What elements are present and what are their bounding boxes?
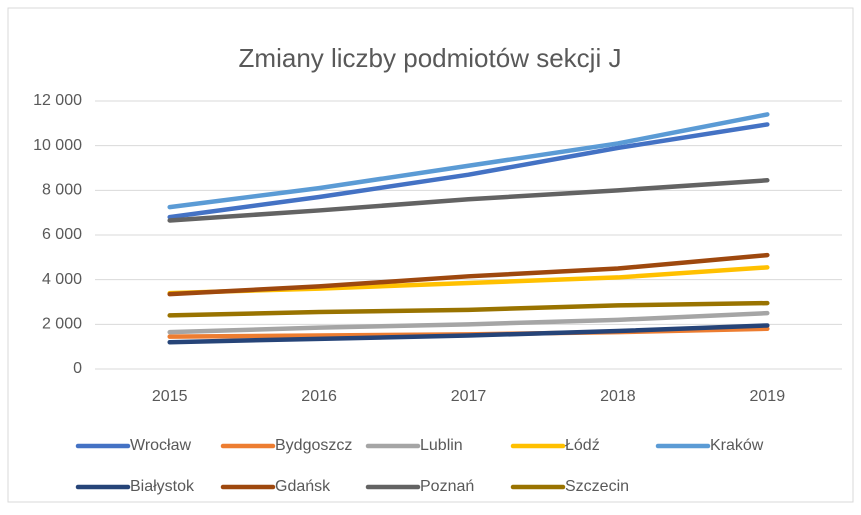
- line-series: [167, 323, 770, 345]
- y-tick-label: 0: [73, 360, 82, 377]
- x-tick-label: 2016: [301, 388, 337, 405]
- y-tick-label: 10 000: [33, 137, 82, 154]
- x-tick-label: 2015: [152, 388, 188, 405]
- line-series: [167, 122, 770, 220]
- line-series: [167, 252, 770, 297]
- y-tick-label: 6 000: [42, 226, 82, 243]
- legend-label: Gdańsk: [275, 478, 331, 495]
- legend-label: Wrocław: [130, 437, 191, 454]
- chart-border: [7, 7, 854, 503]
- y-tick-label: 8 000: [42, 182, 82, 199]
- legend-label: Bydgoszcz: [275, 437, 352, 454]
- x-tick-label: 2019: [750, 388, 786, 405]
- line-series: [167, 300, 770, 318]
- x-tick-label: 2018: [600, 388, 636, 405]
- y-tick-label: 4 000: [42, 271, 82, 288]
- legend-label: Szczecin: [565, 478, 629, 495]
- y-tick-label: 12 000: [33, 92, 82, 109]
- line-series: [167, 112, 770, 210]
- legend-label: Poznań: [420, 478, 474, 495]
- legend-label: Białystok: [130, 478, 195, 495]
- line-series: [167, 178, 770, 223]
- legend-label: Kraków: [710, 437, 764, 454]
- x-tick-label: 2017: [451, 388, 487, 405]
- legend-label: Lublin: [420, 437, 463, 454]
- y-tick-label: 2 000: [42, 316, 82, 333]
- line-series: [167, 310, 770, 335]
- chart-title: Zmiany liczby podmiotów sekcji J: [239, 43, 622, 73]
- legend-label: Łódź: [565, 437, 600, 454]
